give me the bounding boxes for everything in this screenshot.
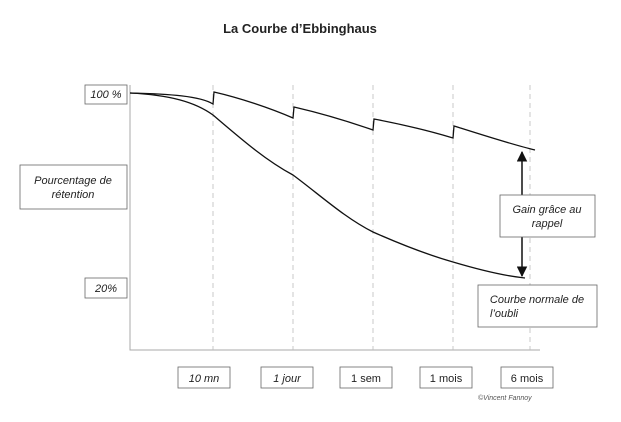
x-labels: 10 mn 1 jour 1 sem 1 mois 6 mois xyxy=(177,366,554,389)
label-box xyxy=(500,366,554,389)
label-box xyxy=(339,366,393,389)
label-box xyxy=(84,84,128,105)
x-label: 1 mois xyxy=(430,373,463,385)
y-label-top: 100 % xyxy=(90,89,121,101)
label-box xyxy=(260,366,314,389)
forgetting-annotation: Courbe normale de l’oubli xyxy=(490,294,584,320)
gain-annotation: Gain grâce au rappel xyxy=(512,204,581,230)
y-axis-title: Pourcentage de rétention xyxy=(34,175,112,201)
copyright: ©Vincent Fannoy xyxy=(478,394,532,402)
x-label: 6 mois xyxy=(511,373,544,385)
x-label: 1 sem xyxy=(351,373,381,385)
axes xyxy=(129,85,540,351)
label-box xyxy=(177,366,231,389)
label-box xyxy=(419,366,473,389)
recall-curve xyxy=(129,91,536,151)
x-label: 10 mn xyxy=(189,373,220,385)
label-box xyxy=(477,284,598,328)
label-box xyxy=(499,194,596,238)
label-box xyxy=(84,277,128,299)
y-label-bottom: 20% xyxy=(94,283,117,295)
x-label: 1 jour xyxy=(273,373,302,385)
forgetting-curve xyxy=(129,92,526,279)
title: La Courbe d’Ebbinghaus xyxy=(223,21,377,36)
label-box xyxy=(19,164,128,210)
